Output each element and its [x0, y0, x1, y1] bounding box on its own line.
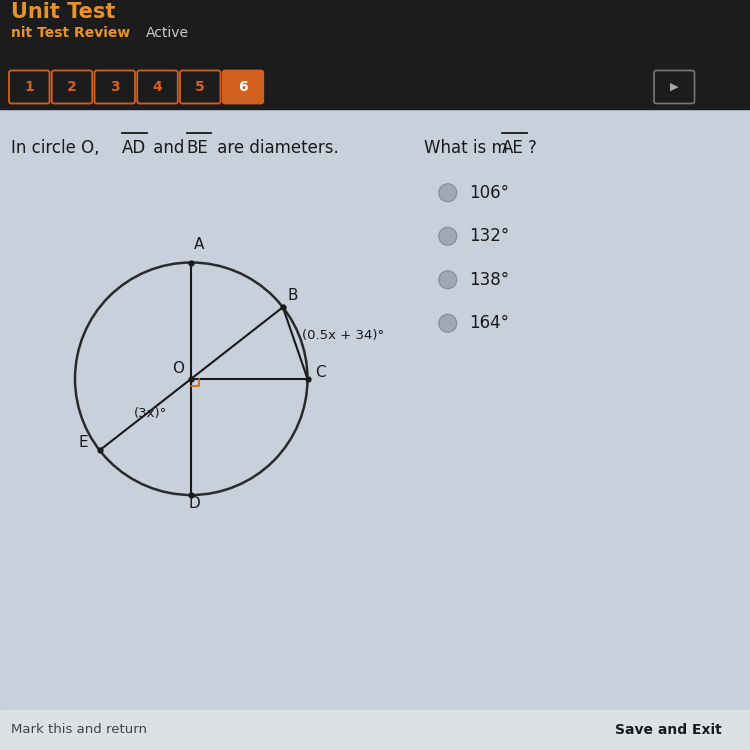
FancyBboxPatch shape [223, 70, 263, 104]
Text: 5: 5 [195, 80, 205, 94]
Circle shape [439, 271, 457, 289]
Bar [0, 710, 750, 750]
Text: 4: 4 [153, 80, 162, 94]
Text: A: A [194, 237, 205, 252]
Text: In circle O,: In circle O, [11, 139, 105, 157]
Text: ▶: ▶ [670, 82, 679, 92]
Text: 138°: 138° [469, 271, 509, 289]
Text: nit Test Review: nit Test Review [11, 26, 130, 40]
Text: 1: 1 [24, 80, 34, 94]
Text: 6: 6 [238, 80, 248, 94]
Text: ?: ? [528, 139, 537, 157]
Text: 132°: 132° [469, 227, 509, 245]
Text: Active: Active [146, 26, 189, 40]
Text: D: D [189, 496, 201, 512]
Circle shape [439, 184, 457, 202]
Text: are diameters.: are diameters. [212, 139, 339, 157]
Text: and: and [148, 139, 189, 157]
Text: What is m: What is m [424, 139, 508, 157]
Text: O: O [172, 361, 184, 376]
Text: Mark this and return: Mark this and return [11, 723, 147, 736]
Text: E: E [79, 435, 88, 450]
Circle shape [439, 227, 457, 245]
Text: 164°: 164° [469, 314, 509, 332]
Text: AE: AE [502, 139, 524, 157]
Text: Unit Test: Unit Test [11, 2, 116, 22]
Text: (0.5x + 34)°: (0.5x + 34)° [302, 329, 384, 342]
Text: 3: 3 [110, 80, 119, 94]
Text: 2: 2 [68, 80, 76, 94]
Text: AD: AD [122, 139, 146, 157]
Text: (3x)°: (3x)° [134, 407, 166, 420]
Text: B: B [287, 288, 298, 303]
Circle shape [439, 314, 457, 332]
Text: C: C [315, 365, 326, 380]
Text: BE: BE [187, 139, 209, 157]
Text: Save and Exit: Save and Exit [615, 723, 722, 736]
Text: 106°: 106° [469, 184, 509, 202]
Bar [0, 0, 750, 109]
